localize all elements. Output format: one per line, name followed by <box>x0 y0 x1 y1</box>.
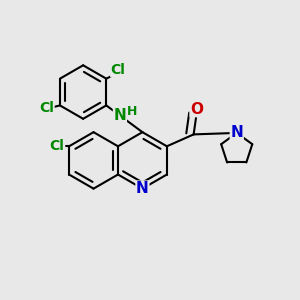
Text: O: O <box>190 102 203 117</box>
Text: N: N <box>136 181 149 196</box>
Text: N: N <box>230 125 243 140</box>
Text: Cl: Cl <box>50 139 64 153</box>
Text: Cl: Cl <box>39 101 54 116</box>
Text: H: H <box>127 105 137 118</box>
Text: Cl: Cl <box>111 63 126 77</box>
Text: N: N <box>113 108 126 123</box>
